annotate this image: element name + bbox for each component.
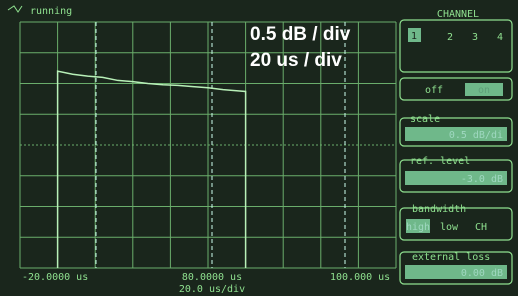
x-center: 80.0000 us bbox=[182, 272, 242, 283]
on-button[interactable]: on bbox=[478, 85, 490, 96]
x-left: -20.0000 us bbox=[22, 272, 88, 283]
bw-extra: CH bbox=[475, 222, 487, 233]
overlay-timebase: 20 us / div bbox=[250, 50, 342, 71]
loss-label: external loss bbox=[412, 252, 490, 263]
bw-label: bandwidth bbox=[412, 204, 466, 215]
scope-screen: running 0.5 dB / div 20 us / div -20.000… bbox=[0, 0, 518, 296]
bw-high[interactable]: high bbox=[406, 222, 430, 233]
panel-title: CHANNEL bbox=[437, 9, 479, 20]
loss-value: 0.00 dB bbox=[461, 268, 503, 279]
scale-label: scale bbox=[410, 114, 440, 125]
scale-value: 0.5 dB/di bbox=[449, 130, 503, 141]
channel-button[interactable]: 2 bbox=[447, 32, 453, 43]
off-button[interactable]: off bbox=[425, 85, 443, 96]
channel-button[interactable]: 3 bbox=[472, 32, 478, 43]
ref-label: ref. level bbox=[410, 156, 470, 167]
channel-button[interactable]: 1 bbox=[411, 31, 417, 42]
bw-low[interactable]: low bbox=[440, 222, 459, 233]
overlay-scale: 0.5 dB / div bbox=[250, 24, 351, 45]
ref-value: -3.0 dB bbox=[461, 174, 503, 185]
channel-button[interactable]: 4 bbox=[497, 32, 503, 43]
x-per-div: 20.0 us/div bbox=[179, 284, 245, 295]
status: running bbox=[30, 6, 72, 17]
x-right: 100.000 us bbox=[330, 272, 390, 283]
